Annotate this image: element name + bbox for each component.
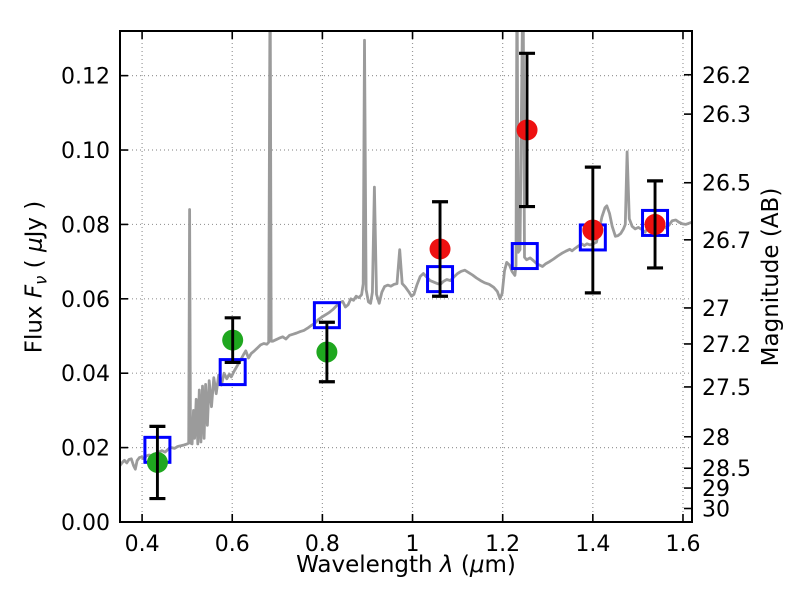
y-tick-label-left: 0.10 xyxy=(61,139,110,164)
ticks xyxy=(120,31,692,523)
x-axis-label: Wavelength λ (μm) xyxy=(296,552,516,578)
y-axis-label-magnitude: Magnitude (AB) xyxy=(758,187,784,367)
x-tick-label: 1.4 xyxy=(575,532,610,557)
error-bars xyxy=(149,51,664,501)
model-spectrum-line xyxy=(120,31,692,471)
model-photometry-point xyxy=(510,242,539,271)
x-tick-label: 0.6 xyxy=(215,532,250,557)
y-tick-label-right: 26.2 xyxy=(702,64,751,89)
x-tick-label: 0.4 xyxy=(125,532,160,557)
y-tick-label-right: 27 xyxy=(702,297,730,322)
y-tick-label-left: 0.00 xyxy=(61,511,110,536)
y-tick-label-right: 27.5 xyxy=(702,376,751,401)
x-tick-label: 1 xyxy=(406,532,420,557)
observed-photometry-optical-series xyxy=(146,329,338,473)
x-tick-label: 1.2 xyxy=(485,532,520,557)
y-axis-label-flux: Flux Fν ( μJy ) xyxy=(21,200,51,354)
y-tick-label-left: 0.06 xyxy=(61,288,110,313)
y-tick-label-right: 26.5 xyxy=(702,172,751,197)
y-tick-label-right: 27.2 xyxy=(702,333,751,358)
y-tick-label-right: 28 xyxy=(702,426,730,451)
axes-frame xyxy=(119,30,693,523)
y-tick-label-left: 0.08 xyxy=(61,213,110,238)
y-tick-label-right: 28.5 xyxy=(702,457,751,482)
x-tick-label: 1.6 xyxy=(665,532,700,557)
y-tick-label-right: 29 xyxy=(702,477,730,502)
y-tick-label-right: 26.7 xyxy=(702,229,751,254)
y-tick-label-left: 0.02 xyxy=(61,437,110,462)
grid xyxy=(120,31,692,523)
y-tick-label-right: 26.3 xyxy=(702,103,751,128)
y-tick-label-left: 0.04 xyxy=(61,362,110,387)
y-tick-label-right: 30 xyxy=(702,497,730,522)
observed-photometry-infrared-series xyxy=(429,119,666,260)
x-tick-label: 0.8 xyxy=(305,532,340,557)
y-tick-label-left: 0.12 xyxy=(61,65,110,90)
tick-labels: 0.4 0.6 0.8 1 1.2 1.4 1.6 0.00 0.02 0.04 0.06 0.08 0… xyxy=(61,64,751,557)
